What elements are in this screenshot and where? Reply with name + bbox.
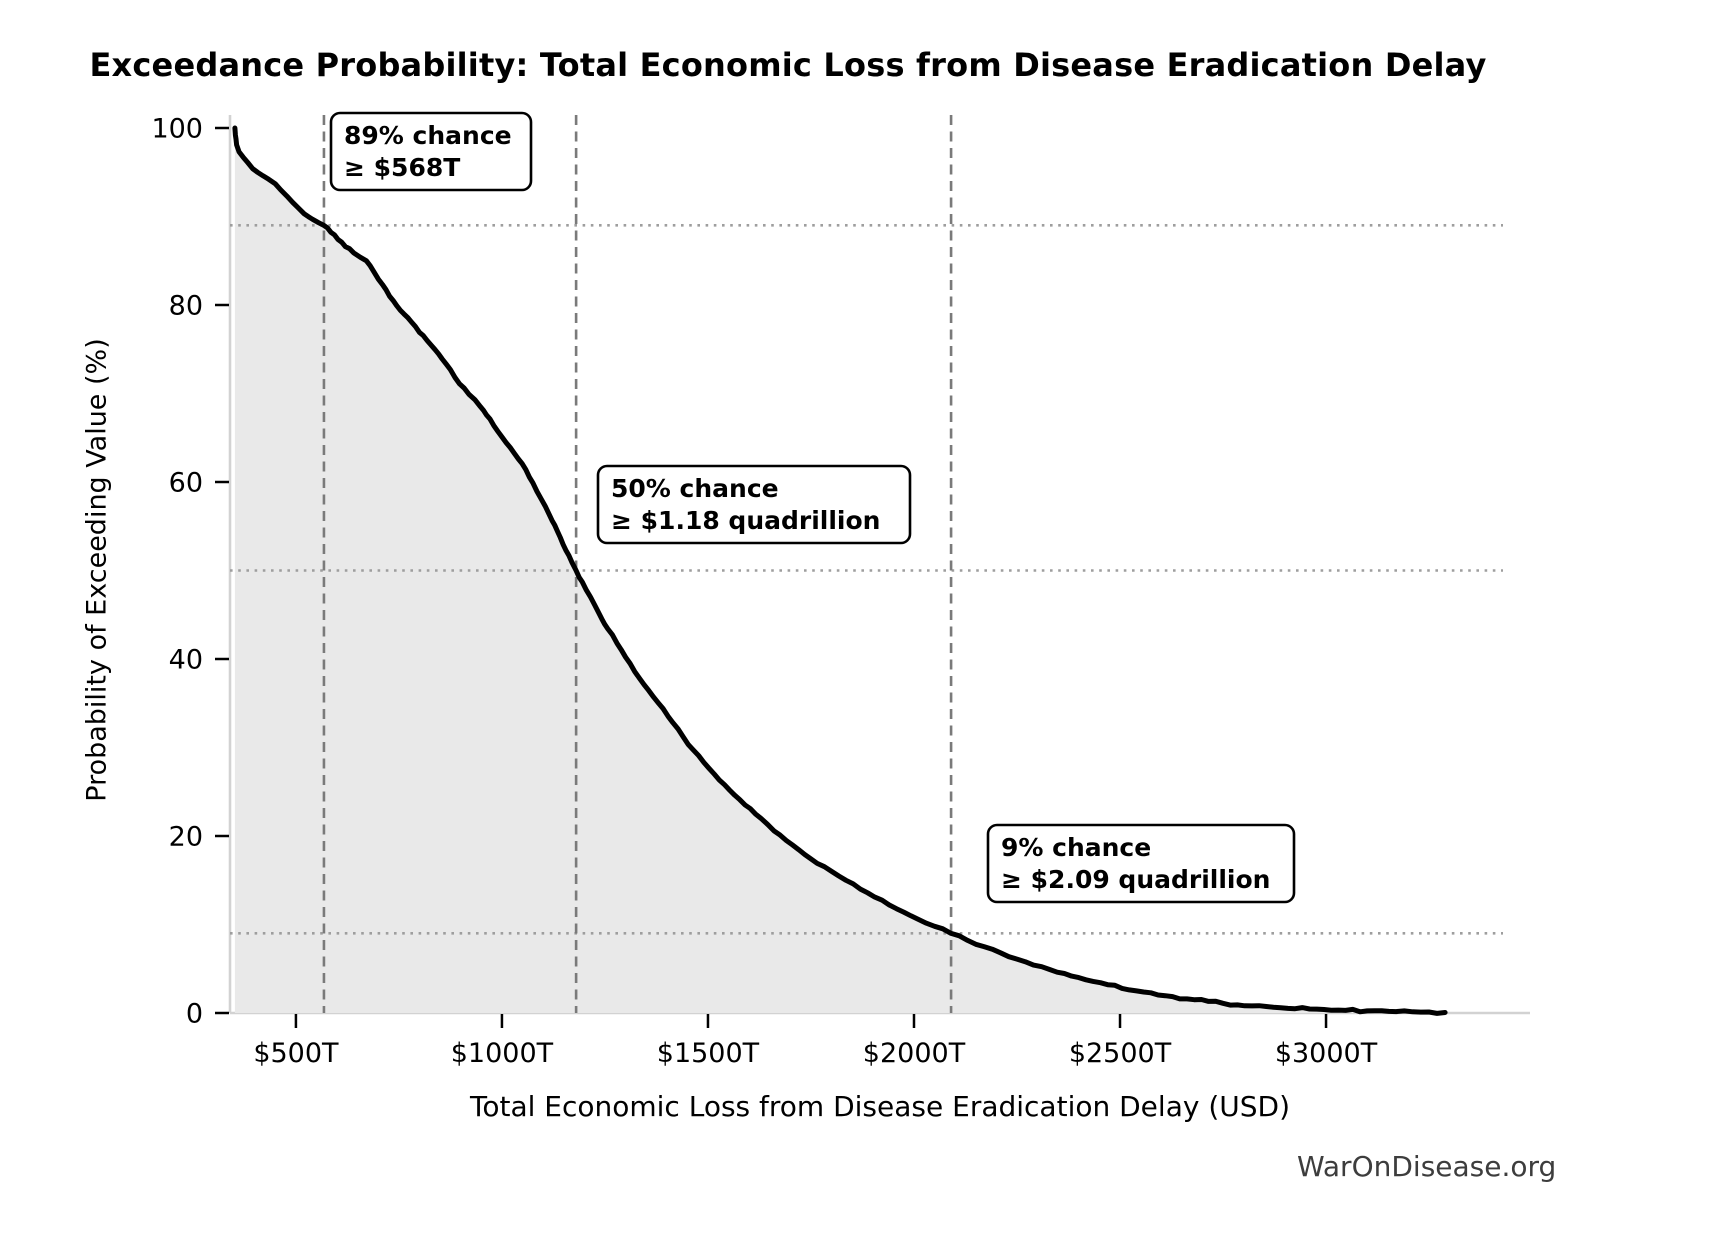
annotation-text-line: 89% chance <box>344 121 512 150</box>
y-axis-ticks: 0 20 40 60 80 100 <box>151 114 229 1030</box>
x-tick-label: $2500T <box>1069 1038 1172 1069</box>
y-axis-label: Probability of Exceeding Value (%) <box>81 338 113 802</box>
annotation-box: 9% chance ≥ $2.09 quadrillion <box>986 823 1296 904</box>
annotation-text-line: 9% chance <box>1001 833 1151 862</box>
y-tick-label: 80 <box>169 291 203 322</box>
annotation-box: 50% chance ≥ $1.18 quadrillion <box>596 464 912 545</box>
x-tick-label: $500T <box>253 1038 339 1069</box>
annotation-text-line: 50% chance <box>611 474 779 503</box>
y-tick-label: 100 <box>151 114 203 145</box>
y-tick-label: 60 <box>169 468 203 499</box>
y-tick-label: 0 <box>186 999 203 1030</box>
annotation-text-line: ≥ $568T <box>344 153 460 182</box>
chart-title: Exceedance Probability: Total Economic L… <box>89 46 1487 84</box>
annotation-box: 89% chance ≥ $568T <box>329 111 533 192</box>
annotation-box-frame <box>596 464 912 545</box>
x-axis-label: Total Economic Loss from Disease Eradica… <box>469 1090 1290 1123</box>
x-tick-label: $1000T <box>451 1038 554 1069</box>
x-tick-label: $3000T <box>1275 1038 1378 1069</box>
x-axis-ticks: $500T $1000T $1500T $2000T $2500T $3000T <box>253 1014 1378 1069</box>
curve-fill-area <box>234 128 1446 1014</box>
annotation-text-line: ≥ $1.18 quadrillion <box>611 506 880 535</box>
dashed-reference-lines <box>322 115 953 1013</box>
x-tick-label: $2000T <box>863 1038 966 1069</box>
y-tick-label: 40 <box>169 645 203 676</box>
source-watermark: WarOnDisease.org <box>1297 1150 1557 1183</box>
x-tick-label: $1500T <box>657 1038 760 1069</box>
annotation-box-frame <box>329 111 533 192</box>
annotation-box-frame <box>986 823 1296 904</box>
exceedance-curve <box>232 125 1448 1016</box>
annotation-text-line: ≥ $2.09 quadrillion <box>1001 865 1270 894</box>
y-tick-label: 20 <box>169 822 203 853</box>
